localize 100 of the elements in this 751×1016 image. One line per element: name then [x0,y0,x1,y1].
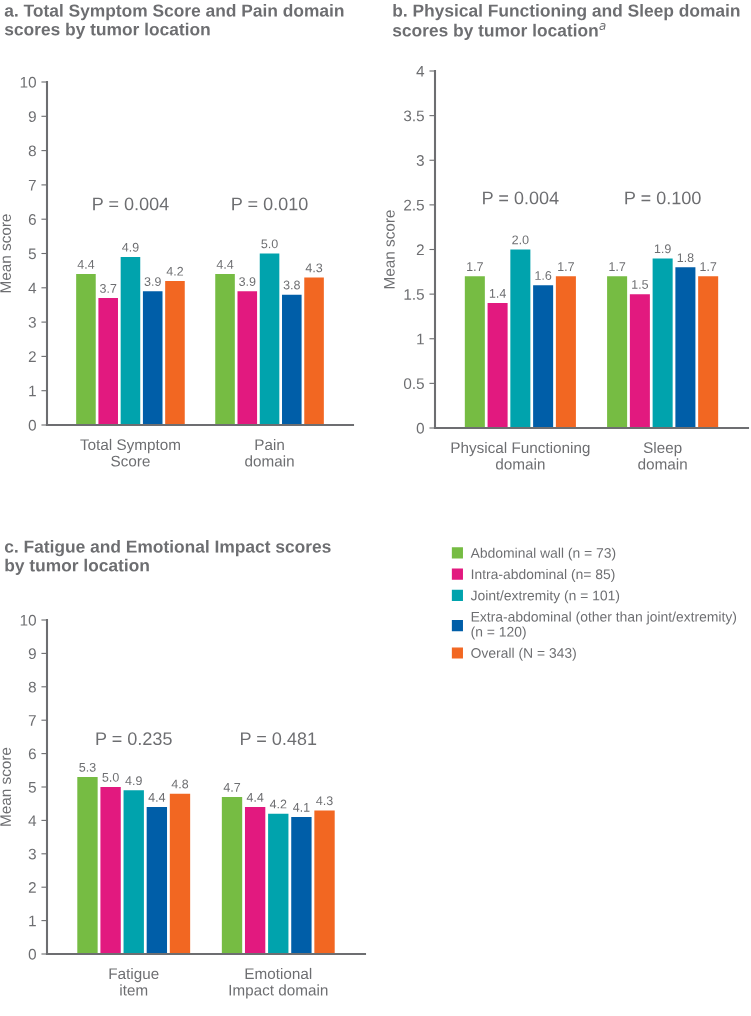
chart-title: b. Physical Functioning and Sleep domain scores by tumor location$^{a}$ [392,4,740,41]
bar [652,258,673,428]
data-label: 3.7 [99,283,117,293]
bar [555,276,576,428]
chart-title: a. Total Symptom Score and Pain domain scores by tumor location [4,4,344,39]
bar [282,294,302,425]
y-tick-label: 8 [28,681,36,693]
data-label: 4.4 [148,793,166,802]
data-label: 4.8 [171,779,189,789]
legend-label: Joint/extremity (n = 101) [470,590,620,604]
data-label: 1.9 [654,244,671,254]
data-label: 1.5 [632,280,649,289]
data-label: 4.9 [125,776,142,786]
y-tick-label: 4 [28,282,37,294]
chart-title: c. Fatigue and Emotional Impact scores by tumor location [4,540,331,575]
bar [629,294,650,428]
y-tick-label: 1.5 [404,289,424,300]
bar [215,274,235,425]
bar [698,276,719,428]
y-tick-label: 3.5 [403,110,424,122]
y-tick-label: 2 [28,351,36,362]
y-tick-label: 0.5 [403,378,424,390]
bar [304,277,324,425]
bar [607,276,628,428]
bar [120,256,141,425]
bar [510,249,531,428]
bar [142,291,163,425]
y-tick-label: 6 [28,214,36,225]
bar [76,274,96,425]
bar [77,776,98,954]
bar [291,817,312,954]
y-tick-label: 10 [20,614,36,626]
data-label: 5.0 [102,772,119,782]
data-label: 4.2 [269,799,287,809]
data-label: 4.3 [316,796,333,806]
y-tick-label: 9 [28,111,36,122]
bar [146,807,168,954]
y-tick-label: 0 [28,419,36,431]
y-tick-label: 3 [28,316,36,328]
data-label: 1.7 [609,262,626,271]
x-tick-label: Pain domain [245,438,294,467]
y-axis-title: Mean score [0,747,12,826]
y-tick-label: 0 [416,422,424,434]
bar [464,276,485,428]
data-label: 4.2 [166,266,184,276]
data-label: 1.7 [700,262,717,271]
y-tick-label: 10 [20,76,36,88]
legend-label: Abdominal wall (n = 73) [470,547,616,561]
data-label: 4.4 [77,260,95,269]
y-tick-label: 2.5 [404,199,424,211]
bar [165,280,185,425]
data-label: 4.3 [305,263,323,273]
data-label: 4.9 [122,242,139,252]
bar [675,267,696,428]
legend-label: Intra-abdominal (n= 85) [471,568,615,582]
bar [123,790,144,954]
x-tick-label: Fatigue item [109,967,159,996]
y-tick-label: 4 [416,66,425,77]
annotation: P = 0.100 [625,191,701,205]
data-label: 4.1 [293,803,310,812]
x-tick-label: Total Symptom Score [80,438,180,467]
data-label: 1.7 [467,262,483,271]
data-label: 4.4 [246,793,264,802]
y-tick-label: 3 [416,155,424,166]
data-label: 2.0 [512,235,529,245]
y-tick-label: 5 [28,782,36,793]
data-label: 1.8 [677,253,694,263]
data-label: 1.7 [558,262,574,271]
y-tick-label: 9 [28,648,36,660]
annotation: P = 0.004 [93,197,169,211]
data-label: 4.4 [216,260,234,269]
y-tick-label: 2 [28,882,36,893]
data-label: 3.8 [283,280,300,290]
data-label: 3.9 [144,277,161,286]
y-tick-label: 8 [28,145,36,157]
y-tick-label: 6 [28,748,36,760]
y-tick-label: 1 [29,915,36,927]
data-label: 5.0 [261,239,278,249]
data-label: 1.6 [535,271,552,280]
annotation: P = 0.004 [483,191,559,205]
annotation: P = 0.235 [96,732,172,746]
y-tick-label: 7 [28,179,36,191]
data-label: 5.3 [79,762,96,772]
bar [244,807,266,954]
y-tick-label: 5 [28,248,36,260]
y-tick-label: 4 [28,815,37,826]
bar [487,303,508,428]
x-tick-label: Physical Functioning domain [451,441,590,470]
data-label: 3.9 [239,277,256,286]
bar [314,810,335,954]
y-tick-label: 3 [28,848,36,860]
bar [268,813,289,954]
y-axis-title: Mean score [0,214,12,293]
y-tick-label: 0 [28,948,36,960]
x-tick-label: Sleep domain [638,441,687,470]
bar [100,787,121,954]
annotation: P = 0.010 [232,197,308,211]
y-tick-label: 1 [29,385,36,397]
bar [533,285,554,428]
y-tick-label: 1 [417,333,424,345]
